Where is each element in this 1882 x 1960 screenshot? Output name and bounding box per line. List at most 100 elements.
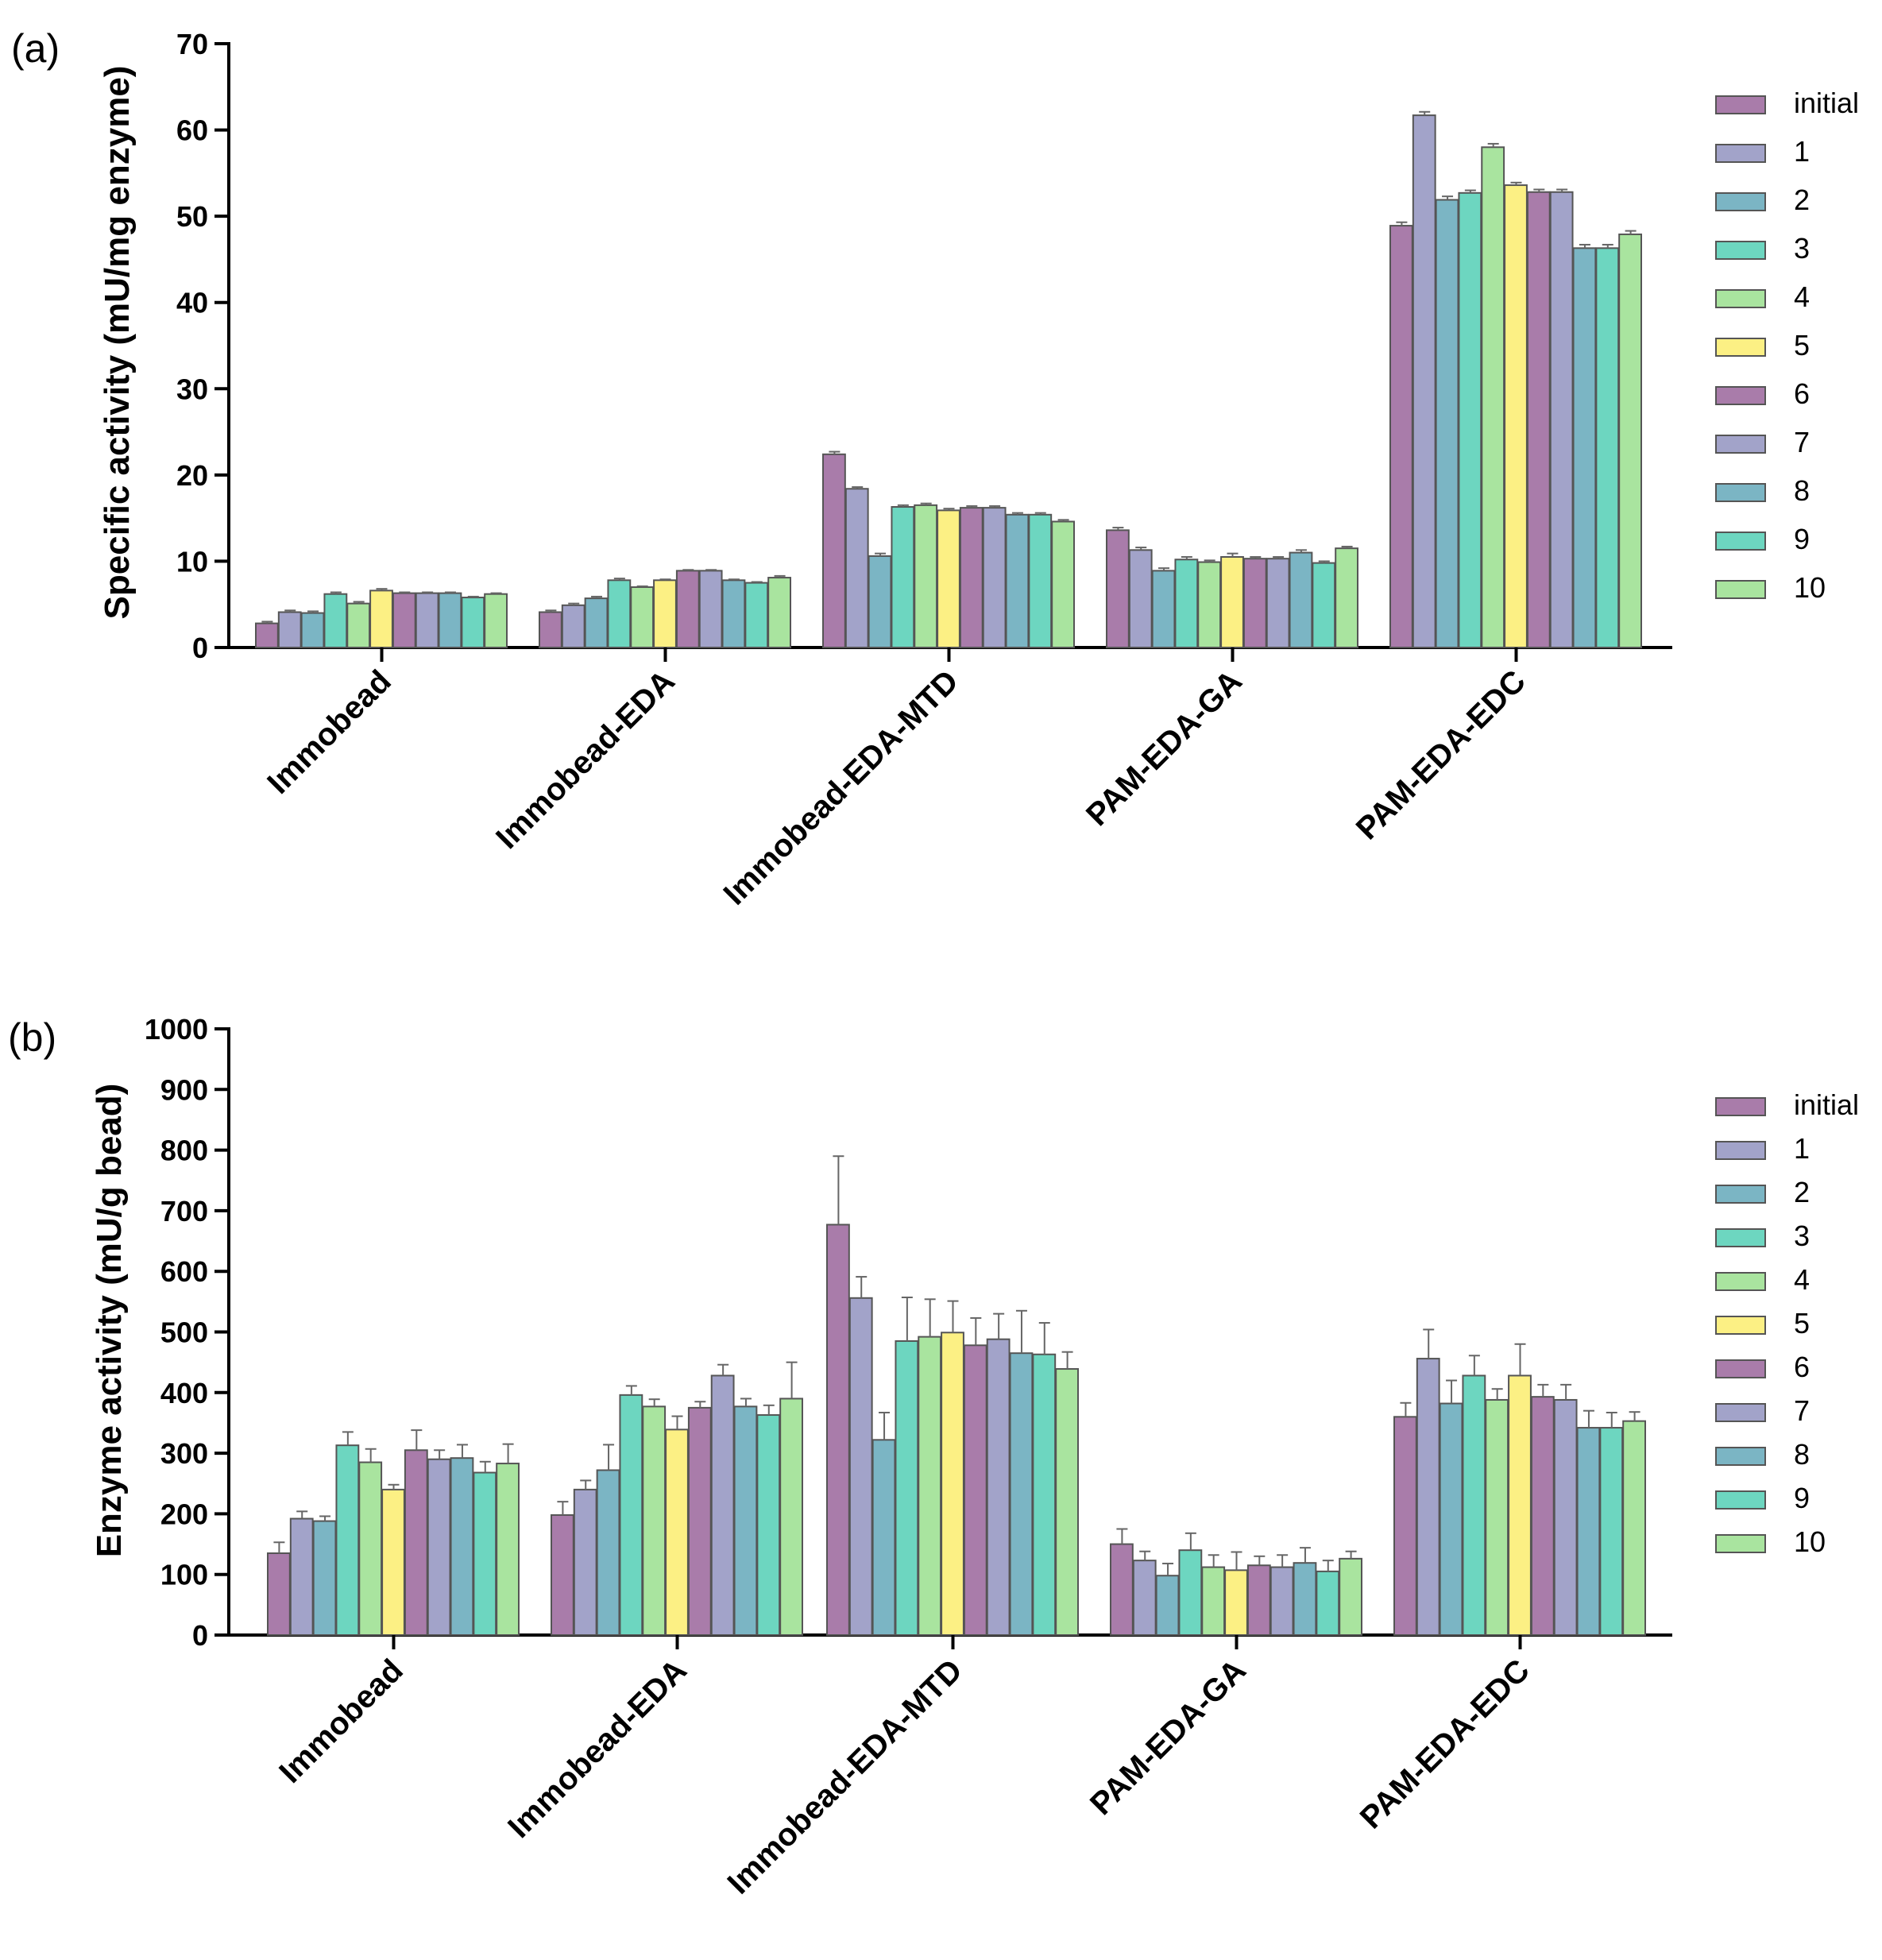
category-label: Immobead-EDA: [489, 663, 682, 856]
bar: [982, 507, 1007, 648]
bar: [561, 604, 585, 648]
legend-label: 5: [1794, 1307, 1810, 1340]
bar: [346, 602, 371, 649]
bar: [1269, 1566, 1294, 1636]
bar: [895, 1340, 919, 1636]
bar: [844, 488, 869, 648]
bar: [1009, 1352, 1034, 1636]
bar: [255, 622, 279, 648]
bar: [1028, 513, 1053, 648]
legend-label: 4: [1794, 1263, 1810, 1296]
category-label: PAM-EDA-EDC: [1350, 663, 1532, 846]
bar: [607, 579, 632, 648]
y-tick-label: 1000: [145, 1013, 208, 1046]
bar: [959, 507, 984, 648]
bar: [1339, 1557, 1362, 1637]
bar: [744, 582, 769, 648]
bar: [918, 1336, 942, 1636]
bar: [1481, 146, 1505, 649]
legend-swatch: [1715, 1316, 1766, 1335]
y-tick-label: 20: [176, 459, 208, 492]
legend-swatch: [1715, 241, 1766, 260]
y-tick-label: 900: [160, 1073, 208, 1106]
bar: [698, 570, 723, 648]
legend-swatch: [1715, 1228, 1766, 1247]
bar: [539, 611, 562, 649]
legend-swatch: [1715, 483, 1766, 502]
panel-a-label: (a): [11, 26, 60, 71]
bar: [914, 504, 938, 648]
bar: [891, 506, 915, 648]
bar: [1504, 184, 1528, 649]
bar: [312, 1520, 337, 1637]
legend-swatch: [1715, 435, 1766, 454]
legend-swatch: [1715, 1447, 1766, 1466]
bar: [573, 1488, 597, 1636]
bar: [1055, 1368, 1079, 1636]
bar: [1312, 562, 1336, 648]
bar: [1032, 1353, 1057, 1636]
category-label: PAM-EDA-EDC: [1354, 1653, 1536, 1835]
panel-a-plot: 0 10 20 30 40 50 60 70 Immobead Immobead-EDA Immob…: [176, 28, 1859, 912]
bar: [461, 597, 485, 648]
bar: [1220, 556, 1244, 648]
bar: [1178, 1549, 1203, 1637]
category-label: Immobead-EDA-MTD: [717, 663, 964, 911]
bar: [767, 577, 792, 648]
legend-swatch: [1715, 1403, 1766, 1422]
panel-b-y-axis-label: Enzyme activity (mU/g bead): [90, 1084, 129, 1558]
y-tick-label: 800: [160, 1135, 208, 1167]
bar: [415, 592, 439, 648]
legend-label: 9: [1794, 1482, 1810, 1514]
bar: [937, 509, 960, 648]
y-tick-label: 0: [192, 1619, 208, 1652]
bar: [335, 1444, 360, 1637]
bar: [1242, 558, 1267, 649]
bar: [665, 1428, 689, 1637]
bar: [1128, 549, 1153, 648]
legend-swatch: [1715, 386, 1766, 405]
bar: [1051, 520, 1075, 648]
bar: [868, 555, 892, 649]
bar: [1151, 570, 1176, 648]
bar: [289, 1517, 314, 1637]
category-label: Immobead-EDA-MTD: [721, 1653, 968, 1900]
legend-label: 3: [1794, 1220, 1810, 1252]
legend-swatch: [1715, 289, 1766, 308]
legend-label: 1: [1794, 135, 1810, 168]
category-label: Immobead-EDA: [501, 1653, 694, 1845]
bar: [277, 611, 302, 649]
bar: [1316, 1570, 1340, 1637]
bar: [1549, 191, 1574, 648]
legend-swatch: [1715, 580, 1766, 599]
legend-swatch: [1715, 1141, 1766, 1160]
panel-b-label: (b): [8, 1015, 56, 1060]
bar: [1393, 1416, 1417, 1636]
bar: [596, 1469, 620, 1636]
y-tick-label: 10: [176, 545, 208, 578]
legend-swatch: [1715, 1490, 1766, 1510]
y-tick-label: 30: [176, 373, 208, 405]
category-label: PAM-EDA-GA: [1080, 663, 1249, 833]
legend-label: 6: [1794, 377, 1810, 410]
y-tick-label: 70: [176, 28, 208, 60]
bar: [323, 593, 348, 649]
bar: [675, 570, 700, 648]
bar: [1293, 1562, 1317, 1636]
legend-swatch: [1715, 95, 1766, 114]
bar: [1289, 551, 1313, 648]
bar: [358, 1461, 383, 1637]
bar: [1201, 1566, 1226, 1636]
bar: [450, 1457, 474, 1636]
legend-swatch: [1715, 1272, 1766, 1291]
bar: [963, 1344, 987, 1636]
bar: [1197, 561, 1222, 648]
legend-swatch: [1715, 144, 1766, 163]
bar: [1599, 1427, 1624, 1636]
legend-label: initial: [1794, 1088, 1859, 1121]
bar: [733, 1405, 758, 1636]
bar: [1005, 513, 1030, 648]
legend-label: 10: [1794, 1525, 1826, 1558]
bar: [1224, 1569, 1248, 1637]
